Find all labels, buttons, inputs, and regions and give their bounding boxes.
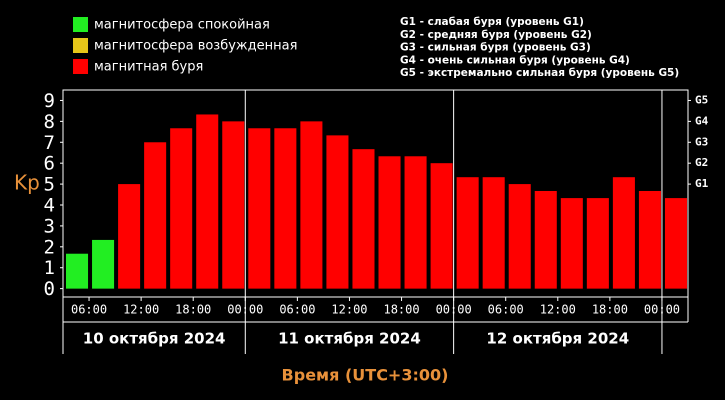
y2-tick-label: G1 <box>695 177 709 190</box>
y-tick-label: 5 <box>44 174 55 196</box>
x-tick-label: 06:00 <box>488 303 524 317</box>
storm-level-legend: G3 - сильная буря (уровень G3) <box>400 42 591 54</box>
bar <box>508 184 531 289</box>
bar <box>326 135 349 289</box>
y-axis-label: Kp <box>14 171 40 195</box>
y-tick-label: 9 <box>44 90 55 112</box>
storm-level-legend: G4 - очень сильная буря (уровень G4) <box>400 54 630 66</box>
x-axis-label: Время (UTC+3:00) <box>282 366 449 385</box>
bar <box>300 121 323 289</box>
y2-tick-label: G2 <box>695 156 708 169</box>
legend-swatch <box>73 38 88 53</box>
y-tick-label: 3 <box>44 215 55 237</box>
legend-label: магнитосфера спокойная <box>94 18 270 33</box>
bar <box>560 198 583 289</box>
bar <box>352 149 375 289</box>
bar <box>534 190 557 289</box>
date-label: 11 октября 2024 <box>278 330 421 348</box>
x-tick-label: 18:00 <box>592 303 628 317</box>
y-tick-label: 0 <box>44 278 55 300</box>
bar <box>430 163 453 289</box>
bar <box>612 177 635 289</box>
x-tick-label: 18:00 <box>383 303 419 317</box>
bar <box>404 156 427 289</box>
y-tick-label: 8 <box>44 111 55 133</box>
bar <box>482 177 505 289</box>
y-tick-label: 4 <box>44 195 55 217</box>
x-tick-label: 18:00 <box>175 303 211 317</box>
bar <box>66 253 89 289</box>
x-tick-label: 12:00 <box>331 303 367 317</box>
storm-level-legend: G1 - слабая буря (уровень G1) <box>400 16 584 28</box>
legend-swatch <box>73 17 88 32</box>
bar <box>274 128 297 289</box>
bar <box>196 114 219 289</box>
y2-tick-label: G4 <box>695 114 709 127</box>
x-tick-label: 12:00 <box>123 303 159 317</box>
y-tick-label: 1 <box>44 257 55 279</box>
bar <box>170 128 193 289</box>
storm-level-legend: G2 - средняя буря (уровень G2) <box>400 29 592 41</box>
bar <box>456 177 479 289</box>
bar <box>586 198 609 289</box>
bar <box>638 190 661 289</box>
bar <box>664 198 687 289</box>
y-tick-label: 2 <box>44 236 55 258</box>
y2-tick-label: G5 <box>695 93 708 106</box>
y-tick-label: 7 <box>44 132 55 154</box>
x-tick-label: 06:00 <box>279 303 315 317</box>
y-tick-label: 6 <box>44 153 55 175</box>
bar <box>222 121 245 289</box>
bar <box>248 128 271 289</box>
legend-label: магнитная буря <box>94 60 203 75</box>
legend-swatch <box>73 59 88 74</box>
date-label: 12 октября 2024 <box>486 330 629 348</box>
storm-level-legend: G5 - экстремально сильная буря (уровень … <box>400 67 679 79</box>
y2-tick-label: G3 <box>695 135 708 148</box>
date-label: 10 октября 2024 <box>83 330 226 348</box>
bar <box>92 239 115 289</box>
legend-label: магнитосфера возбужденная <box>94 39 297 54</box>
x-tick-label: 06:00 <box>71 303 107 317</box>
bar <box>144 142 167 289</box>
bar <box>378 156 401 289</box>
bar <box>118 184 141 289</box>
plot-area <box>62 89 689 298</box>
x-tick-label: 12:00 <box>540 303 576 317</box>
